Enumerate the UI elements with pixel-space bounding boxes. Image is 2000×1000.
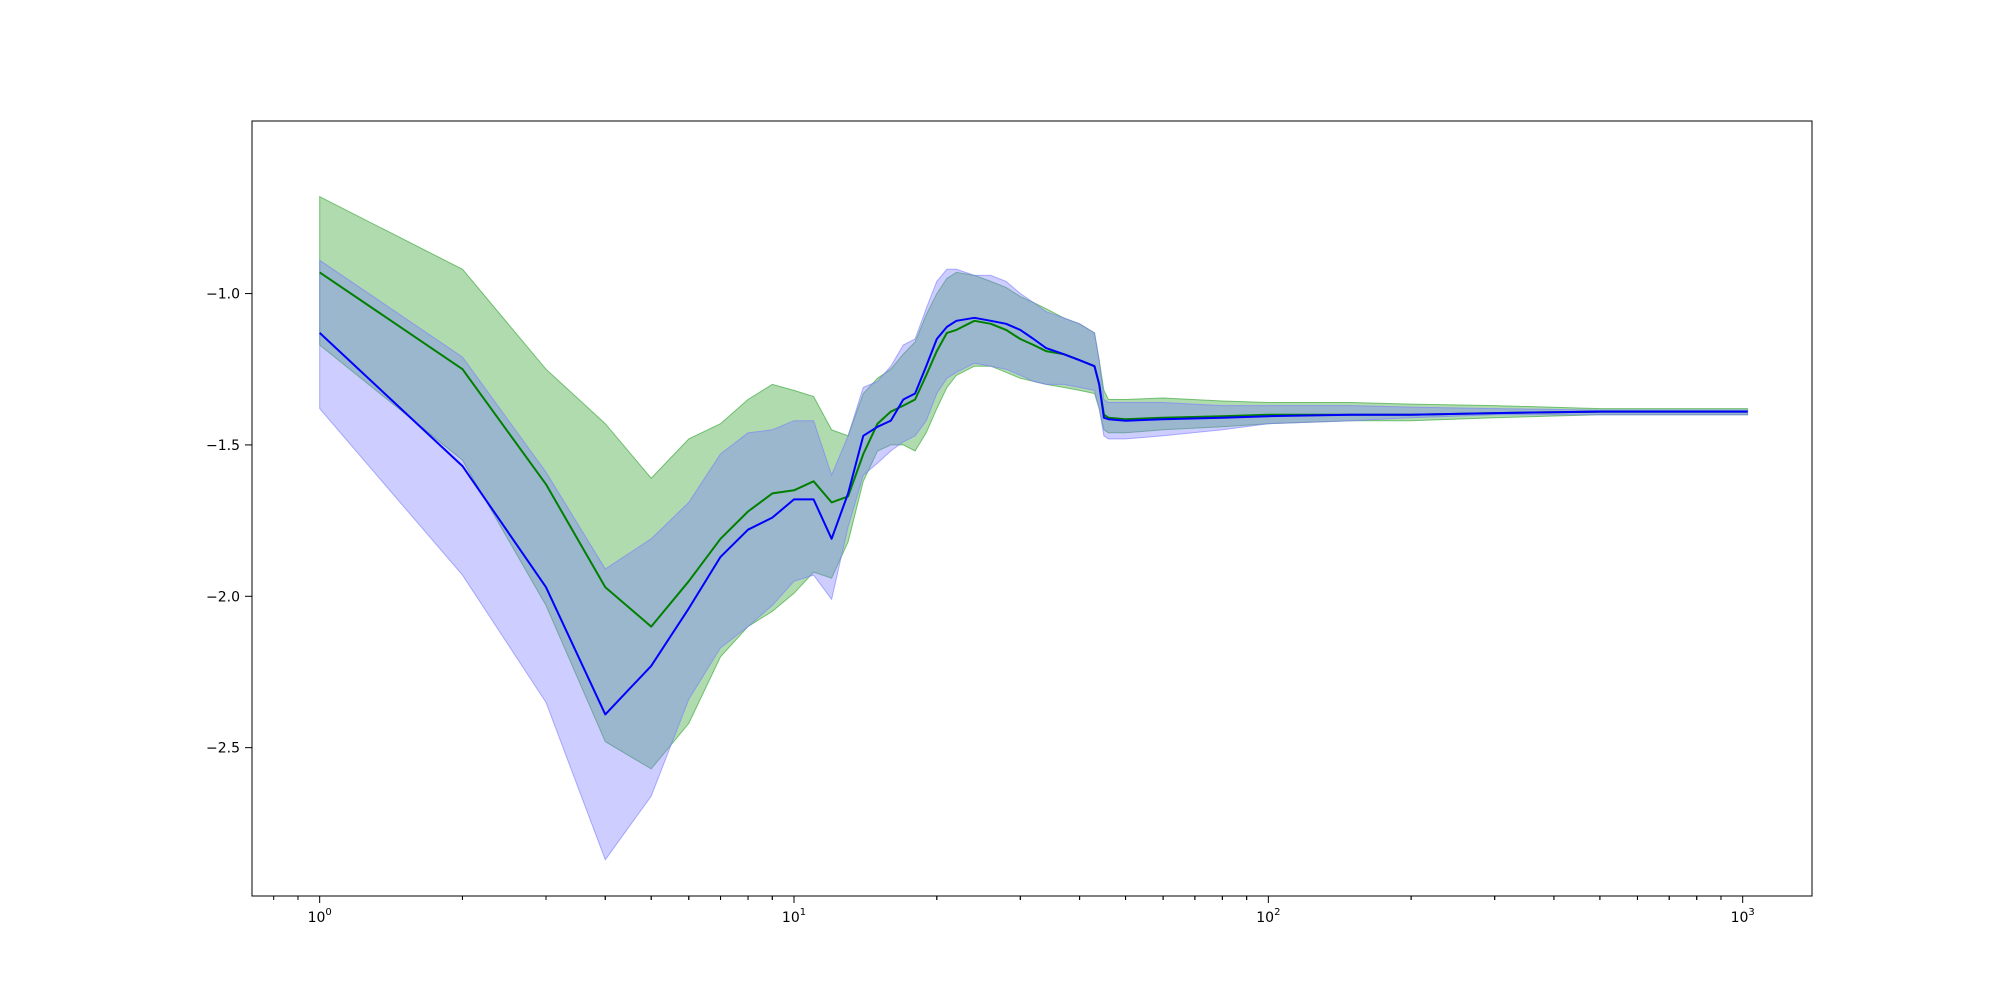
y-tick-label: −2.0 (206, 589, 240, 605)
x-tick-label: 100 (308, 907, 332, 926)
y-axis: −1.0 −1.5 −2.0 −2.5 (206, 287, 252, 757)
x-tick-label: 101 (782, 907, 806, 926)
y-tick-label: −2.5 (206, 741, 240, 757)
confidence-bands (319, 195, 1749, 861)
series-lines (319, 271, 1748, 716)
x-tick-label: 103 (1731, 907, 1755, 926)
series-0-line (319, 271, 1748, 628)
y-tick-label: −1.0 (206, 287, 240, 303)
x-tick-label: 102 (1256, 907, 1280, 926)
series-1-band (319, 259, 1749, 861)
plot-frame (251, 120, 1813, 897)
series-1-line (319, 316, 1748, 716)
x-axis: 100 101 102 103 (273, 896, 1755, 926)
y-tick-label: −1.5 (206, 438, 240, 454)
